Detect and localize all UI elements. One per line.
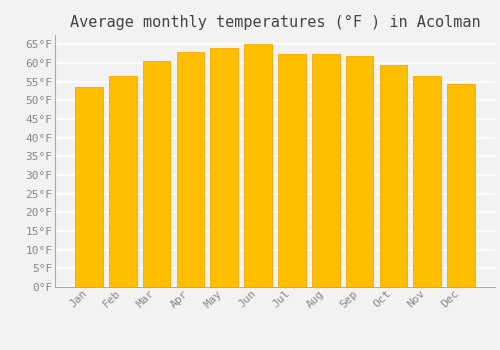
Bar — [448, 84, 475, 287]
Bar — [380, 65, 407, 287]
Bar — [109, 76, 136, 287]
Bar — [312, 54, 340, 287]
Bar — [75, 87, 102, 287]
Bar — [142, 61, 171, 287]
Bar — [414, 76, 441, 287]
Bar — [244, 44, 272, 287]
Title: Average monthly temperatures (°F ) in Acolman: Average monthly temperatures (°F ) in Ac… — [70, 15, 480, 30]
Bar — [278, 54, 306, 287]
Bar — [210, 48, 238, 287]
Bar — [176, 52, 204, 287]
Bar — [346, 56, 374, 287]
